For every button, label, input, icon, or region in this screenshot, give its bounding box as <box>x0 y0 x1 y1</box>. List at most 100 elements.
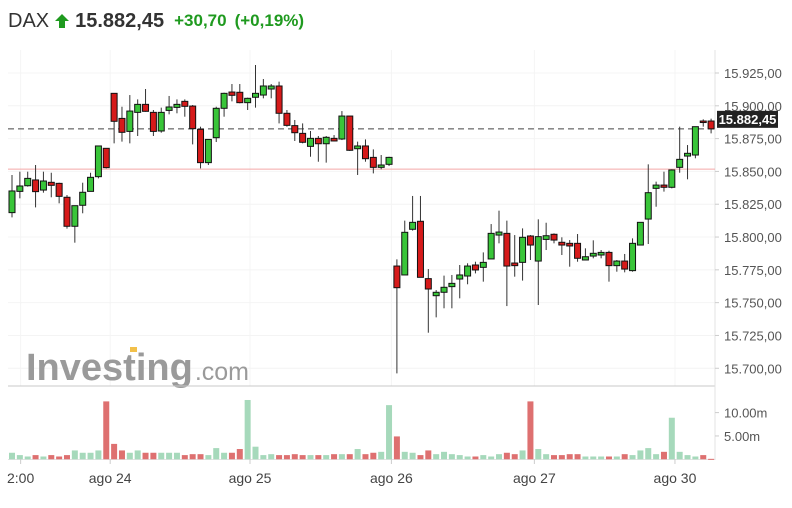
candle-body <box>369 156 377 168</box>
volume-bar <box>684 455 691 460</box>
candle <box>118 106 126 142</box>
volume-bar <box>456 455 463 460</box>
candle <box>197 126 205 169</box>
candle <box>330 135 338 142</box>
volume-bar <box>142 452 149 460</box>
candle <box>668 169 676 189</box>
volume-bar <box>393 436 400 460</box>
volume-bar <box>511 454 518 460</box>
candle-body <box>189 105 197 130</box>
volume-bar <box>488 456 495 460</box>
candle <box>691 126 699 159</box>
volume-bar <box>629 455 636 460</box>
volume-bar <box>158 452 165 460</box>
candle <box>471 261 479 274</box>
volume-bar <box>221 452 228 460</box>
time-tick-label: ago 25 <box>229 470 272 486</box>
candle <box>134 99 142 136</box>
volume-bar <box>590 456 597 460</box>
time-tick-label: 2:00 <box>7 470 34 486</box>
volume-bar <box>181 455 188 460</box>
volume-bar <box>299 455 306 460</box>
watermark-flag-icon <box>130 347 137 352</box>
volume-bar <box>338 454 345 460</box>
candle-body <box>574 242 582 259</box>
price-tick-label: 15.825,00 <box>724 197 782 212</box>
candle <box>126 95 134 144</box>
candle-body <box>464 265 472 277</box>
volume-bar <box>315 455 322 460</box>
candle <box>79 182 87 214</box>
candle <box>456 264 464 299</box>
candle <box>660 171 668 192</box>
candle-body <box>668 169 676 188</box>
candle-body <box>212 107 220 139</box>
candle <box>684 145 692 180</box>
candle-body <box>440 286 448 293</box>
candle <box>354 141 362 175</box>
volume-bar <box>56 456 63 460</box>
volume-bar <box>276 455 283 460</box>
volume-bar <box>566 454 573 460</box>
candle-body <box>134 103 142 113</box>
candle-body <box>63 196 71 227</box>
volume-bar <box>386 405 393 460</box>
candle-body <box>244 97 252 104</box>
candle <box>212 106 220 143</box>
candle-body <box>534 236 542 262</box>
candle-body <box>142 103 150 112</box>
candle-body <box>393 265 401 289</box>
volume-bar <box>63 455 70 460</box>
volume-bar <box>126 452 133 460</box>
candle-body <box>314 137 322 145</box>
last-price: 15.882,45 <box>75 9 165 32</box>
time-tick-label: ago 27 <box>513 470 556 486</box>
candle <box>283 110 291 127</box>
candle <box>165 95 173 115</box>
candle <box>55 182 63 204</box>
candle-body <box>526 235 534 246</box>
volume-bar <box>260 455 267 460</box>
candle <box>495 210 503 244</box>
candle-body <box>676 158 684 168</box>
volume-bar <box>503 452 510 460</box>
candle <box>63 195 71 229</box>
candle <box>487 224 495 260</box>
candle-body <box>511 262 519 267</box>
price-tick-label: 15.850,00 <box>724 164 782 179</box>
candle-body <box>173 103 181 108</box>
candle <box>605 250 613 282</box>
price-tick-label: 15.925,00 <box>724 66 782 81</box>
volume-bar <box>472 456 479 460</box>
volume-bar <box>637 450 644 460</box>
candle <box>448 274 456 309</box>
candle-body <box>385 156 393 165</box>
candle <box>464 263 472 285</box>
candle <box>377 155 385 170</box>
candle-body <box>550 233 558 241</box>
candle-body <box>338 115 346 140</box>
time-tick-label: ago 24 <box>89 470 132 486</box>
candle-body <box>220 92 228 109</box>
last-price-box <box>717 110 778 128</box>
candle-body <box>684 152 692 157</box>
candle <box>157 107 165 133</box>
candle <box>16 171 24 199</box>
candle-body <box>581 256 589 261</box>
volume-bar <box>331 454 338 460</box>
candle <box>574 234 582 262</box>
volume-bar <box>32 455 39 460</box>
candle-body <box>471 264 479 271</box>
volume-bar <box>24 456 31 460</box>
candle <box>676 126 684 173</box>
volume-bar <box>676 451 683 460</box>
candle <box>142 89 150 112</box>
candle-body <box>118 117 126 133</box>
candle-body <box>71 205 79 227</box>
candle <box>369 149 377 174</box>
volume-bar <box>197 454 204 460</box>
candle-body <box>558 241 566 246</box>
candle-body <box>691 126 699 156</box>
candle-body <box>424 278 432 290</box>
